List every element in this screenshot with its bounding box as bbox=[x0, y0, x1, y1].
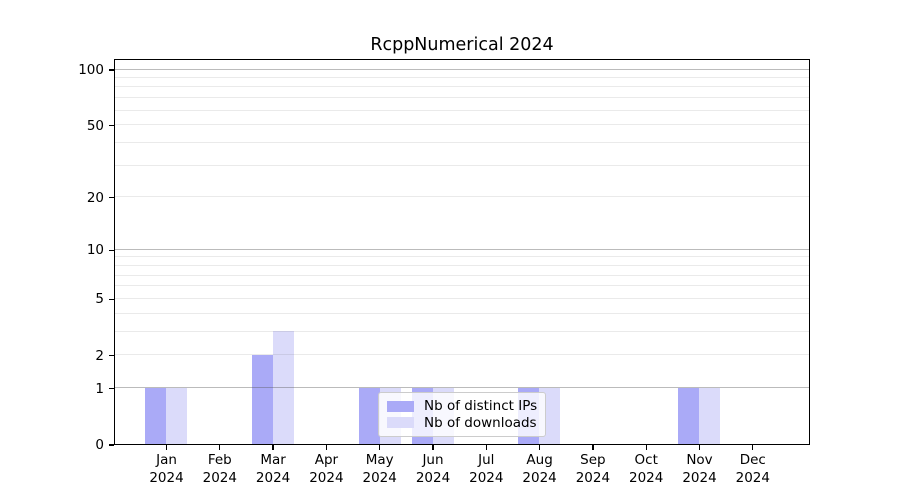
x-tick bbox=[752, 445, 754, 450]
y-gridline-major bbox=[115, 68, 809, 70]
x-tick-year: 2024 bbox=[309, 469, 344, 486]
x-tick-year: 2024 bbox=[362, 469, 397, 486]
chart-title: RcppNumerical 2024 bbox=[370, 35, 554, 55]
x-tick-year: 2024 bbox=[629, 469, 664, 486]
y-gridline-minor bbox=[115, 124, 809, 126]
x-tick-label: Nov 2024 bbox=[668, 452, 732, 487]
y-gridline-minor bbox=[115, 330, 809, 332]
x-tick-year: 2024 bbox=[415, 469, 451, 486]
y-gridline-minor bbox=[115, 109, 809, 111]
y-gridline-minor bbox=[115, 86, 809, 88]
y-tick bbox=[108, 298, 114, 301]
y-gridline-major bbox=[115, 248, 809, 250]
bar-downloads-jan bbox=[166, 387, 188, 444]
x-tick bbox=[592, 445, 594, 450]
y-gridline-major bbox=[115, 387, 809, 389]
x-tick bbox=[165, 445, 168, 450]
y-tick-label: 10 bbox=[86, 242, 104, 259]
bar-ips-mar bbox=[251, 354, 273, 444]
y-gridline-minor bbox=[115, 354, 809, 356]
y-tick-label: 50 bbox=[86, 117, 104, 134]
y-tick-label: 1 bbox=[95, 380, 104, 397]
x-tick bbox=[379, 445, 381, 450]
x-tick bbox=[272, 445, 274, 450]
legend-label: Nb of downloads bbox=[424, 414, 537, 431]
y-gridline-minor bbox=[115, 274, 809, 276]
x-tick-year: 2024 bbox=[735, 469, 770, 486]
y-tick bbox=[108, 355, 114, 357]
y-gridline-minor bbox=[115, 97, 809, 99]
y-gridline-minor bbox=[115, 264, 809, 266]
x-tick-year: 2024 bbox=[575, 469, 611, 486]
bar-downloads-mar bbox=[272, 331, 294, 444]
bar-ips-jan bbox=[145, 387, 167, 444]
x-tick-label: May 2024 bbox=[348, 452, 412, 487]
plot-area: Nb of distinct IPs Nb of downloads bbox=[114, 59, 810, 445]
x-tick bbox=[645, 445, 647, 450]
legend: Nb of distinct IPs Nb of downloads bbox=[378, 392, 546, 437]
x-tick-year: 2024 bbox=[682, 469, 717, 486]
x-tick-label: Oct 2024 bbox=[614, 452, 678, 487]
bar-downloads-nov bbox=[699, 387, 721, 444]
x-tick bbox=[432, 445, 434, 450]
y-tick-label: 0 bbox=[95, 437, 104, 453]
x-tick-label: Dec 2024 bbox=[721, 452, 785, 487]
y-tick bbox=[108, 124, 114, 127]
y-tick-label: 20 bbox=[86, 189, 104, 206]
y-tick bbox=[108, 69, 114, 71]
y-tick bbox=[108, 388, 114, 390]
x-tick-year: 2024 bbox=[149, 469, 184, 486]
legend-item-distinct-ips: Nb of distinct IPs bbox=[387, 398, 537, 414]
x-tick-label: Mar 2024 bbox=[241, 452, 305, 487]
y-tick bbox=[108, 196, 114, 199]
x-tick bbox=[325, 445, 328, 450]
x-tick-year: 2024 bbox=[469, 469, 504, 486]
y-gridline-minor bbox=[115, 297, 809, 299]
x-tick-label: Jan 2024 bbox=[135, 452, 199, 487]
bar-ips-may bbox=[358, 387, 380, 444]
x-tick bbox=[698, 445, 701, 450]
x-tick-label: Sep 2024 bbox=[561, 452, 625, 487]
x-tick-year: 2024 bbox=[522, 469, 557, 486]
x-tick-label: Feb 2024 bbox=[188, 452, 252, 487]
x-tick-year: 2024 bbox=[255, 469, 291, 486]
x-tick bbox=[219, 445, 221, 450]
y-gridline-minor bbox=[115, 196, 809, 198]
x-tick-label: Apr 2024 bbox=[294, 452, 358, 487]
bar-ips-nov bbox=[678, 387, 700, 444]
y-gridline-minor bbox=[115, 285, 809, 287]
x-tick bbox=[485, 445, 487, 450]
y-tick-label: 2 bbox=[95, 347, 104, 364]
x-tick-label: Aug 2024 bbox=[508, 452, 572, 487]
x-tick-year: 2024 bbox=[202, 469, 237, 486]
y-gridline-minor bbox=[115, 164, 809, 166]
legend-item-downloads: Nb of downloads bbox=[387, 415, 537, 431]
y-gridline-minor bbox=[115, 256, 809, 258]
legend-label: Nb of distinct IPs bbox=[424, 398, 538, 415]
y-gridline-minor bbox=[115, 77, 809, 78]
legend-swatch-ips bbox=[387, 400, 414, 412]
legend-swatch-downloads bbox=[387, 417, 414, 429]
y-tick bbox=[108, 249, 114, 251]
y-gridline-minor bbox=[115, 312, 809, 314]
x-tick bbox=[538, 445, 541, 450]
y-tick bbox=[108, 444, 114, 446]
y-tick-label: 5 bbox=[95, 291, 104, 308]
x-tick-label: Jun 2024 bbox=[401, 452, 465, 487]
y-tick-label: 100 bbox=[78, 62, 104, 79]
x-tick-label: Jul 2024 bbox=[454, 452, 518, 487]
y-gridline-minor bbox=[115, 141, 809, 143]
